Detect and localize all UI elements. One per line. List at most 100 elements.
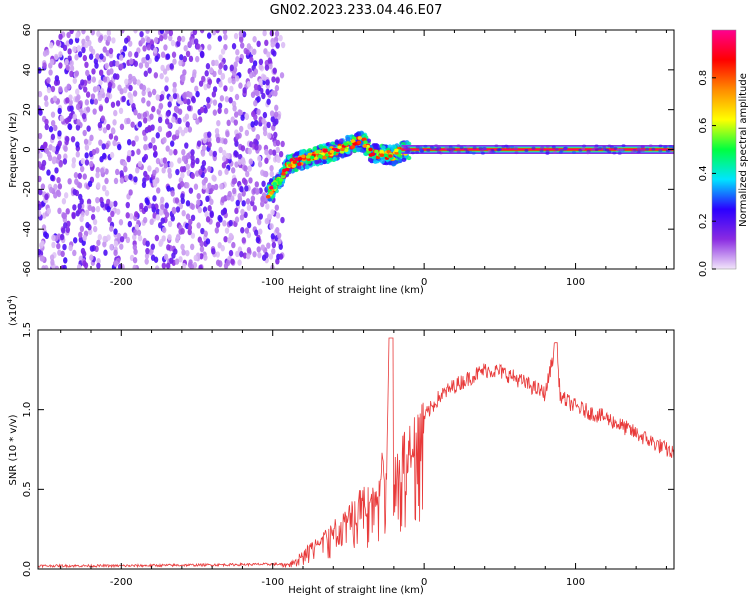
- heatmap-cell: [51, 146, 56, 153]
- heatmap-cell: [240, 156, 246, 164]
- heatmap-cell: [258, 213, 263, 220]
- heatmap-cell: [136, 148, 141, 155]
- heatmap-cell: [147, 67, 152, 74]
- heatmap-cell: [135, 167, 140, 174]
- heatmap-cell: [223, 235, 228, 243]
- heatmap-cell: [73, 237, 78, 244]
- heatmap-cell: [613, 146, 618, 150]
- heatmap-cell: [241, 237, 247, 244]
- heatmap-cell: [292, 160, 298, 164]
- heatmap-cell: [164, 118, 170, 125]
- heatmap-cell: [67, 123, 73, 131]
- heatmap-cell: [112, 119, 117, 126]
- heatmap-cell: [147, 91, 153, 98]
- heatmap-cell: [367, 157, 373, 163]
- heatmap-cell: [171, 207, 177, 215]
- heatmap-cell: [43, 95, 49, 102]
- y-tick-label: -20: [22, 181, 33, 197]
- heatmap-cell: [450, 150, 455, 154]
- heatmap-cell: [67, 48, 72, 55]
- heatmap-cell: [246, 204, 252, 211]
- heatmap-cell: [153, 256, 159, 263]
- heatmap-cell: [244, 112, 249, 120]
- heatmap-cell: [456, 150, 461, 154]
- heatmap-cell: [270, 209, 275, 216]
- heatmap-cell: [87, 180, 93, 188]
- heatmap-cell: [74, 96, 80, 103]
- heatmap-cell: [199, 30, 205, 34]
- heatmap-cell: [265, 88, 270, 96]
- heatmap-cell: [250, 195, 256, 202]
- heatmap-cell: [100, 115, 106, 122]
- heatmap-cell: [373, 145, 378, 151]
- heatmap-cell: [132, 256, 138, 264]
- heatmap-cell: [247, 148, 252, 155]
- heatmap-cell: [107, 216, 112, 223]
- heatmap-cell: [234, 151, 239, 158]
- heatmap-cell: [278, 34, 283, 42]
- heatmap-cell: [269, 110, 275, 117]
- heatmap-cell: [188, 55, 194, 63]
- heatmap-cell: [197, 206, 203, 214]
- heatmap-cell: [134, 211, 139, 218]
- heatmap-cell: [78, 231, 83, 239]
- heatmap-cell: [90, 213, 96, 221]
- heatmap-cell: [119, 54, 124, 61]
- heatmap-cell: [471, 151, 476, 155]
- heatmap-cell: [75, 32, 80, 39]
- heatmap-cell: [223, 33, 228, 41]
- heatmap-cell: [211, 174, 216, 181]
- heatmap-cell: [169, 257, 174, 264]
- heatmap-cell: [280, 216, 285, 224]
- heatmap-cell: [71, 212, 76, 220]
- heatmap-cell: [230, 258, 235, 265]
- heatmap-cell: [195, 43, 201, 50]
- heatmap-cell: [77, 172, 82, 180]
- heatmap-cell: [128, 189, 133, 196]
- heatmap-cell: [147, 125, 152, 132]
- heatmap-cell: [69, 70, 74, 78]
- heatmap-cell: [165, 30, 170, 34]
- heatmap-cell: [81, 46, 86, 54]
- heatmap-cell: [154, 55, 159, 62]
- heatmap-cell: [50, 259, 55, 266]
- heatmap-cell: [125, 201, 130, 209]
- heatmap-cell: [214, 227, 220, 234]
- heatmap-cell: [231, 43, 237, 50]
- carrier-band: [401, 148, 674, 151]
- heatmap-cell: [148, 142, 153, 149]
- heatmap-cell: [195, 157, 200, 165]
- y-multiplier-label: (x104): [6, 295, 19, 326]
- heatmap-cell: [505, 145, 510, 149]
- heatmap-cell: [65, 208, 70, 215]
- heatmap-cell: [142, 111, 148, 119]
- heatmap-cell: [215, 259, 221, 266]
- heatmap-cell: [275, 42, 280, 49]
- heatmap-cell: [208, 67, 214, 74]
- heatmap-cell: [207, 131, 212, 138]
- heatmap-cell: [75, 103, 81, 111]
- heatmap-cell: [223, 85, 228, 92]
- colorbar-tick-label: 0.8: [698, 70, 709, 86]
- heatmap-cell: [161, 235, 166, 242]
- heatmap-cell: [150, 203, 156, 210]
- heatmap-cell: [57, 183, 63, 190]
- heatmap-cell: [607, 144, 612, 148]
- heatmap-cell: [38, 175, 42, 183]
- heatmap-cell: [252, 205, 257, 212]
- heatmap-cell: [95, 205, 101, 213]
- heatmap-cell: [170, 39, 176, 47]
- heatmap-cell: [465, 150, 470, 154]
- heatmap-cell: [82, 260, 87, 267]
- heatmap-cell: [658, 144, 663, 148]
- heatmap-cell: [203, 230, 208, 237]
- heatmap-cell: [545, 145, 550, 149]
- heatmap-cell: [651, 147, 656, 151]
- heatmap-cell: [217, 35, 223, 42]
- heatmap-cell: [199, 240, 204, 247]
- heatmap-cell: [99, 156, 104, 163]
- heatmap-cell: [68, 99, 73, 106]
- heatmap-cell: [104, 177, 109, 185]
- heatmap-cell: [239, 214, 245, 221]
